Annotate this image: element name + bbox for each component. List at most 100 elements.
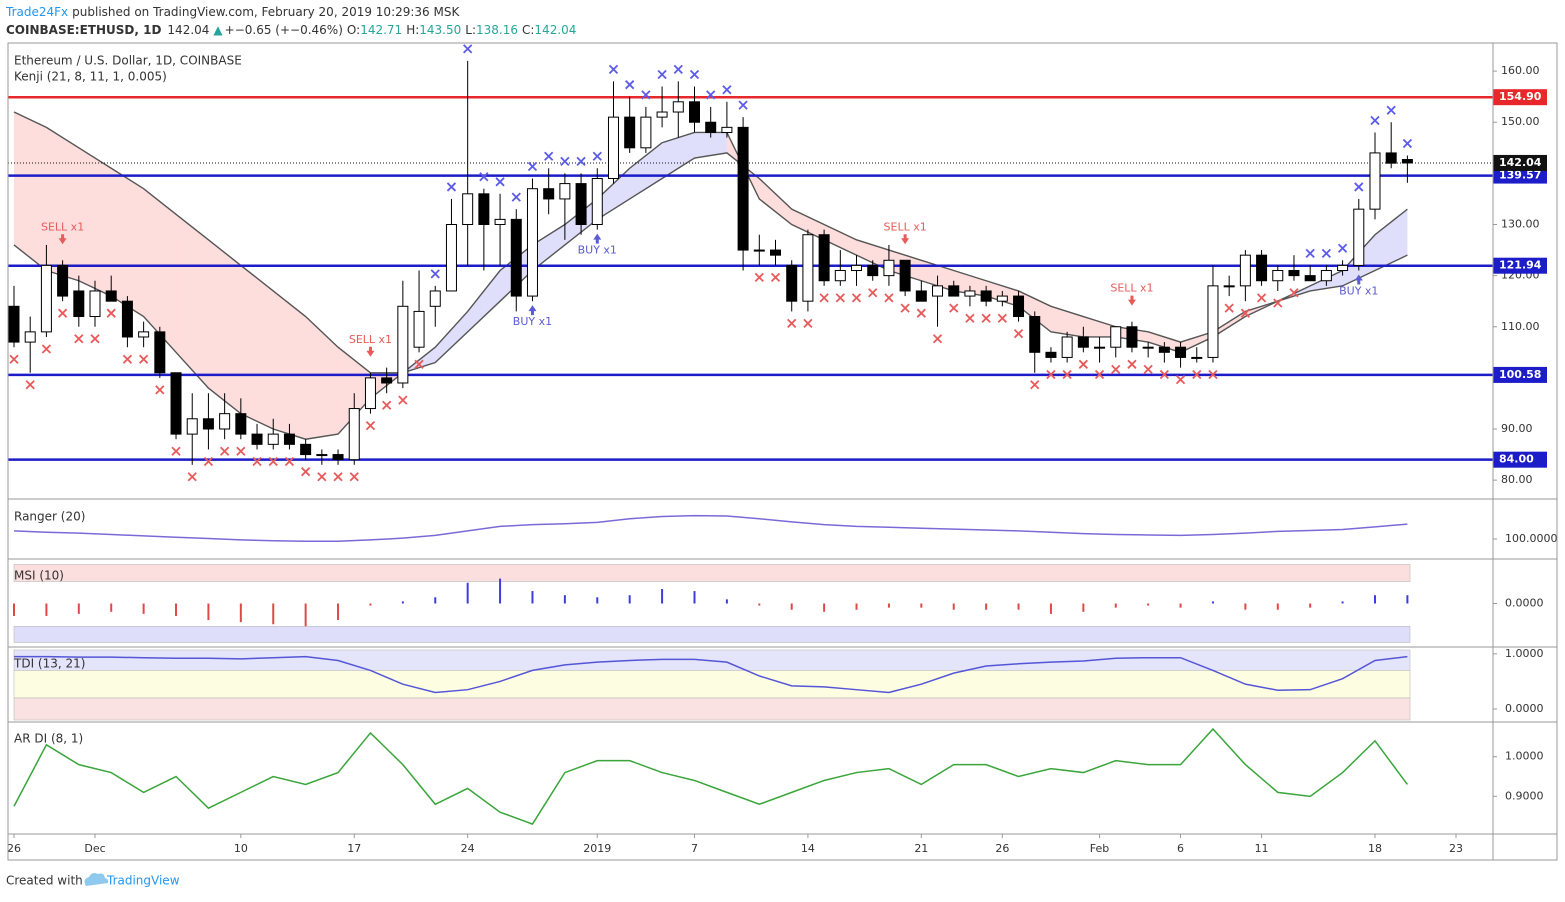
candle-body (980, 290, 992, 302)
candle-body (494, 218, 506, 225)
signal-arrow (366, 346, 375, 357)
kenji-fill (597, 168, 630, 220)
candle-body (170, 372, 182, 435)
candle-body (154, 331, 166, 374)
candle-body (624, 116, 636, 149)
kenji-line (13, 111, 1408, 374)
signal-cross (1273, 298, 1283, 308)
signal-cross (900, 303, 910, 313)
kenji-fill (305, 316, 339, 440)
price-tag-label: 139.57 (1499, 169, 1541, 182)
signal-cross (787, 318, 797, 329)
candle-body (1175, 346, 1187, 358)
candle-body (1061, 336, 1073, 358)
x-tick-label: 24 (461, 842, 475, 855)
candle-body (8, 305, 20, 343)
signal-cross (1094, 369, 1105, 380)
signal-cross (1370, 115, 1380, 126)
signal-cross (382, 400, 392, 410)
candle-body (607, 116, 619, 179)
signal-cross (884, 293, 894, 303)
header-line: Trade24Fx published on TradingView.com, F… (5, 5, 460, 19)
signal-cross (657, 69, 667, 80)
price-tag (1493, 89, 1547, 106)
kenji-fill (78, 147, 112, 297)
y-tick-label: 0.0000 (1505, 702, 1544, 715)
y-tick-label: 80.00 (1501, 473, 1533, 486)
signal-cross (511, 192, 521, 202)
candle-body (235, 413, 247, 435)
candle-body (364, 377, 376, 410)
candle-body (640, 116, 652, 149)
signal-cross (1386, 105, 1396, 115)
x-tick-label: 18 (1368, 842, 1382, 855)
signal-cross (1175, 375, 1186, 385)
signal-cross (252, 456, 262, 467)
candle-body (705, 121, 717, 133)
candle-body (1191, 356, 1203, 359)
kenji-fill (1050, 306, 1084, 337)
candle-body (1239, 254, 1251, 287)
price: 142.04 (167, 23, 209, 37)
candle-body (688, 101, 700, 123)
author[interactable]: Trade24Fx (5, 5, 68, 19)
candle-body (89, 290, 101, 318)
kenji-fill (629, 142, 663, 199)
y-tick-label: 0.0000 (1505, 597, 1544, 610)
candle-body (834, 270, 846, 282)
candle-body (283, 433, 295, 445)
candle-body (1337, 264, 1349, 272)
signal-arrow (1354, 274, 1363, 285)
pane-band (13, 564, 1411, 582)
arrow: ▲ (213, 23, 223, 37)
signal-cross (527, 161, 538, 172)
signal-cross (1127, 359, 1137, 369)
kenji-fill (14, 112, 47, 271)
signal-cross (398, 395, 408, 405)
signal-cross (965, 313, 975, 323)
candle-body (1013, 295, 1025, 318)
candle-body (656, 111, 668, 118)
signal-label: BUY x1 (513, 315, 552, 328)
candle-body (138, 331, 150, 338)
price-tag (1493, 167, 1547, 184)
candle-body (40, 264, 52, 333)
kenji-fill (208, 239, 241, 414)
candle-body (915, 290, 927, 302)
candle-body (737, 126, 749, 251)
candle-body (478, 193, 490, 225)
symbol-line: COINBASE:ETHUSD, 1D 142.04 ▲ +−0.65 (+−0.46… (6, 23, 576, 37)
signal-cross (1030, 380, 1040, 390)
price-tag (1493, 366, 1547, 383)
signal-cross (706, 90, 716, 100)
signal-cross (981, 313, 991, 323)
pane-title: TDI (13, 21) (13, 657, 85, 671)
logo (84, 873, 109, 886)
indicator-line (14, 655, 1408, 694)
candle-body (932, 285, 944, 297)
chart-title: Ethereum / U.S. Dollar, 1D, COINBASE (14, 54, 242, 68)
indicator-title: Kenji (21, 8, 11, 1, 0.005) (14, 70, 167, 84)
candle-body (397, 305, 409, 384)
kenji-fill (273, 290, 306, 440)
candle-body (883, 259, 895, 277)
candle-body (1369, 152, 1381, 210)
signal-cross (625, 80, 635, 90)
signal-cross (333, 472, 343, 482)
x-tick-label: 17 (347, 842, 361, 855)
ohlc-key: C: (522, 23, 534, 37)
signal-cross (187, 472, 197, 482)
signal-cross (236, 446, 246, 456)
signal-cross (25, 380, 35, 390)
y-tick-label: 130.00 (1501, 217, 1540, 230)
footer-brand[interactable]: TradingView (106, 874, 180, 888)
candle-body (1142, 346, 1154, 349)
ohlc-key: L: (465, 23, 476, 37)
signal-cross (916, 308, 926, 318)
kenji-fill (824, 224, 857, 256)
candle-body (24, 331, 36, 343)
y-tick-label: 110.00 (1501, 320, 1540, 333)
candle-body (543, 188, 555, 200)
candle-body (316, 454, 328, 457)
candle-body (300, 443, 312, 456)
